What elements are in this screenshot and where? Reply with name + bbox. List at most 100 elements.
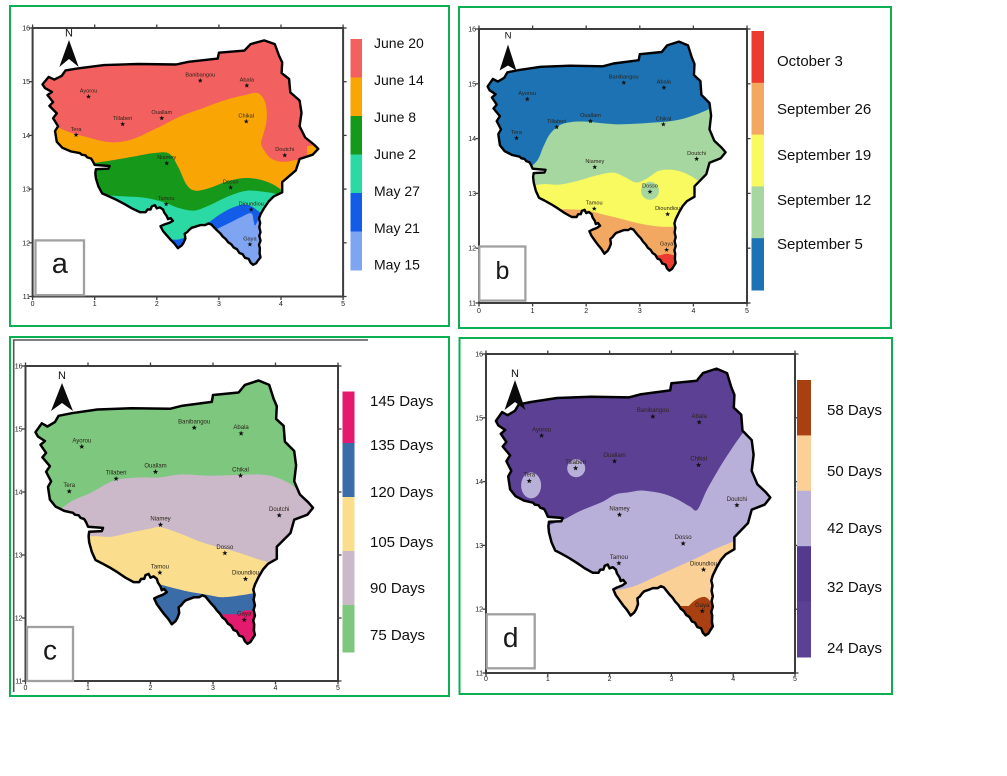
- svg-text:3: 3: [217, 301, 221, 308]
- svg-text:12: 12: [475, 607, 483, 614]
- svg-text:5: 5: [341, 301, 345, 308]
- svg-text:0: 0: [477, 308, 481, 315]
- svg-text:Doutchi: Doutchi: [687, 151, 706, 157]
- svg-text:a: a: [52, 248, 69, 280]
- svg-text:Chikal: Chikal: [690, 457, 707, 463]
- svg-text:75 Days: 75 Days: [370, 627, 425, 644]
- svg-text:N: N: [58, 370, 66, 382]
- svg-text:15: 15: [15, 427, 23, 434]
- svg-text:Ouallam: Ouallam: [144, 464, 166, 470]
- svg-text:September 12: September 12: [777, 192, 871, 209]
- svg-text:50 Days: 50 Days: [827, 463, 882, 480]
- svg-text:4: 4: [279, 301, 283, 308]
- svg-text:4: 4: [731, 676, 735, 683]
- svg-text:11: 11: [23, 294, 30, 301]
- svg-text:d: d: [503, 622, 519, 653]
- svg-text:Tera: Tera: [63, 483, 75, 489]
- svg-text:N: N: [65, 28, 73, 40]
- svg-text:N: N: [511, 368, 519, 380]
- svg-text:13: 13: [468, 191, 476, 198]
- svg-text:Ayorou: Ayorou: [532, 427, 551, 433]
- svg-text:Dioundiou: Dioundiou: [655, 206, 680, 212]
- svg-text:2: 2: [149, 685, 153, 692]
- svg-text:Tera: Tera: [523, 473, 535, 479]
- svg-text:Tamou: Tamou: [586, 201, 603, 207]
- svg-text:Dosso: Dosso: [223, 179, 239, 185]
- svg-text:May 21: May 21: [374, 220, 420, 236]
- svg-text:0: 0: [24, 685, 28, 692]
- svg-text:Chikal: Chikal: [656, 116, 672, 122]
- svg-text:Ayorou: Ayorou: [72, 438, 91, 444]
- svg-text:105 Days: 105 Days: [370, 534, 433, 551]
- svg-text:Tera: Tera: [71, 127, 83, 133]
- svg-text:3: 3: [211, 685, 215, 692]
- svg-text:3: 3: [669, 676, 673, 683]
- svg-text:15: 15: [468, 81, 476, 88]
- svg-text:16: 16: [475, 352, 483, 359]
- svg-text:2: 2: [155, 301, 159, 308]
- svg-text:13: 13: [15, 553, 23, 560]
- svg-text:Abala: Abala: [233, 425, 249, 431]
- svg-text:Gaya: Gaya: [237, 612, 252, 618]
- svg-text:0: 0: [484, 676, 488, 683]
- svg-text:Chikal: Chikal: [232, 467, 249, 473]
- svg-text:Abala: Abala: [692, 414, 708, 420]
- svg-text:Doutchi: Doutchi: [275, 147, 294, 153]
- svg-text:Abala: Abala: [240, 77, 255, 83]
- svg-text:Dosso: Dosso: [675, 535, 693, 541]
- svg-text:Abala: Abala: [657, 80, 672, 86]
- svg-text:Dosso: Dosso: [216, 545, 234, 551]
- svg-text:Gaya: Gaya: [243, 236, 257, 242]
- svg-text:1: 1: [546, 676, 550, 683]
- svg-text:Doutchi: Doutchi: [727, 497, 747, 503]
- svg-text:Tamou: Tamou: [158, 196, 175, 202]
- svg-text:Dioundiou: Dioundiou: [690, 561, 717, 567]
- svg-text:September 19: September 19: [777, 147, 871, 164]
- svg-text:145 Days: 145 Days: [370, 393, 433, 410]
- svg-text:42 Days: 42 Days: [827, 520, 882, 537]
- svg-text:September 5: September 5: [777, 236, 863, 253]
- svg-text:Niamey: Niamey: [157, 155, 176, 161]
- svg-text:May 27: May 27: [374, 183, 420, 199]
- svg-text:15: 15: [22, 79, 30, 86]
- svg-text:11: 11: [469, 301, 476, 308]
- svg-text:Banibangou: Banibangou: [637, 408, 669, 414]
- svg-text:Banibangou: Banibangou: [609, 75, 639, 81]
- svg-text:Ouallam: Ouallam: [580, 113, 601, 119]
- svg-text:4: 4: [691, 308, 695, 315]
- svg-text:16: 16: [468, 27, 476, 34]
- svg-text:N: N: [505, 31, 512, 42]
- svg-text:1: 1: [531, 308, 535, 315]
- svg-text:June 20: June 20: [374, 35, 424, 51]
- svg-text:Chikal: Chikal: [238, 113, 254, 119]
- svg-text:16: 16: [22, 26, 30, 33]
- svg-text:October 3: October 3: [777, 53, 843, 70]
- svg-text:2: 2: [608, 676, 612, 683]
- svg-text:135 Days: 135 Days: [370, 437, 433, 454]
- svg-text:0: 0: [31, 301, 35, 308]
- svg-text:Tera: Tera: [511, 130, 523, 136]
- svg-text:1: 1: [93, 301, 97, 308]
- svg-text:Ouallam: Ouallam: [151, 110, 172, 116]
- svg-text:3: 3: [638, 308, 642, 315]
- svg-text:Tillaberi: Tillaberi: [565, 460, 586, 466]
- svg-text:b: b: [495, 257, 509, 285]
- svg-text:Gaya: Gaya: [695, 603, 710, 609]
- svg-text:Tillaberi: Tillaberi: [106, 471, 127, 477]
- svg-text:Ayorou: Ayorou: [518, 91, 536, 97]
- svg-text:24 Days: 24 Days: [827, 640, 882, 657]
- svg-text:58 Days: 58 Days: [827, 402, 882, 419]
- svg-text:16: 16: [15, 364, 23, 371]
- svg-text:Dioundiou: Dioundiou: [239, 201, 264, 207]
- svg-text:June 2: June 2: [374, 146, 416, 162]
- svg-text:120 Days: 120 Days: [370, 484, 433, 501]
- svg-text:June 8: June 8: [374, 109, 416, 125]
- svg-text:Tamou: Tamou: [151, 564, 169, 570]
- svg-text:15: 15: [475, 415, 483, 422]
- svg-text:Doutchi: Doutchi: [269, 507, 289, 513]
- svg-text:Niamey: Niamey: [585, 159, 604, 165]
- svg-text:Niamey: Niamey: [150, 517, 170, 523]
- svg-text:5: 5: [336, 685, 340, 692]
- svg-text:May 15: May 15: [374, 256, 420, 272]
- svg-text:13: 13: [475, 543, 483, 550]
